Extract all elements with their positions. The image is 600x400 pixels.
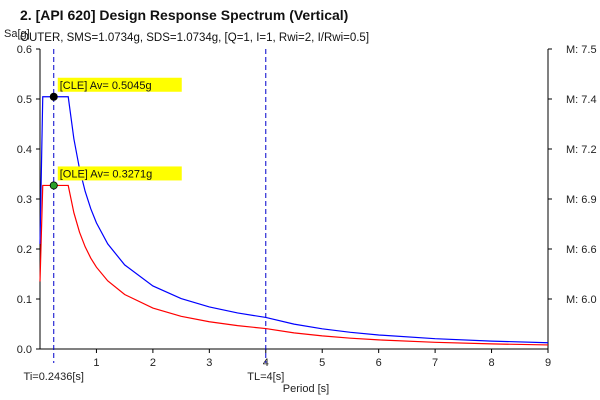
x-tick-label: 8 [488,357,494,369]
y-tick-label: 0.6 [17,44,32,56]
annotation-marker-ole [49,181,58,190]
right-m-label: M: 7.4 [566,94,597,106]
chart-title: 2. [API 620] Design Response Spectrum (V… [20,7,348,23]
series-line-ole [39,184,549,346]
series-line-cle [39,96,549,344]
x-tick-label: 7 [432,357,438,369]
annotation-marker-cle [49,92,58,101]
right-m-label: M: 7.5 [566,44,597,56]
y-tick-label: 0.0 [17,344,32,356]
y-tick-label: 0.3 [17,194,32,206]
annotation-highlight-cle [57,77,182,92]
right-m-label: M: 7.2 [566,144,597,156]
x-tick-label: 1 [93,357,99,369]
x-axis-label: Period [s] [283,383,329,395]
y-tick-label: 0.4 [17,144,32,156]
y-tick-label: 0.5 [17,94,32,106]
plot-area: 0.00.10.20.30.40.50.6123456789M: 7.5M: 7… [17,44,597,383]
y-axis-label: Sa[g] [4,28,30,40]
right-m-label: M: 6.9 [566,194,597,206]
chart-subtitle: OUTER, SMS=1.0734g, SDS=1.0734g, [Q=1, I… [20,32,369,44]
vline-label: Ti=0.2436[s] [24,371,84,383]
x-tick-label: 2 [150,357,156,369]
x-tick-label: 6 [376,357,382,369]
y-tick-label: 0.2 [17,244,32,256]
annotation-label-cle: [CLE] Av= 0.5045g [60,80,152,92]
x-tick-label: 3 [206,357,212,369]
x-tick-label: 9 [545,357,551,369]
annotation-label-ole: [OLE] Av= 0.3271g [60,168,152,180]
y-tick-label: 0.1 [17,294,32,306]
right-m-label: M: 6.6 [566,244,597,256]
right-m-label: M: 6.0 [566,294,597,306]
annotation-highlight-ole [57,166,182,181]
x-tick-label: 5 [319,357,325,369]
vline-label: TL=4[s] [247,371,284,383]
